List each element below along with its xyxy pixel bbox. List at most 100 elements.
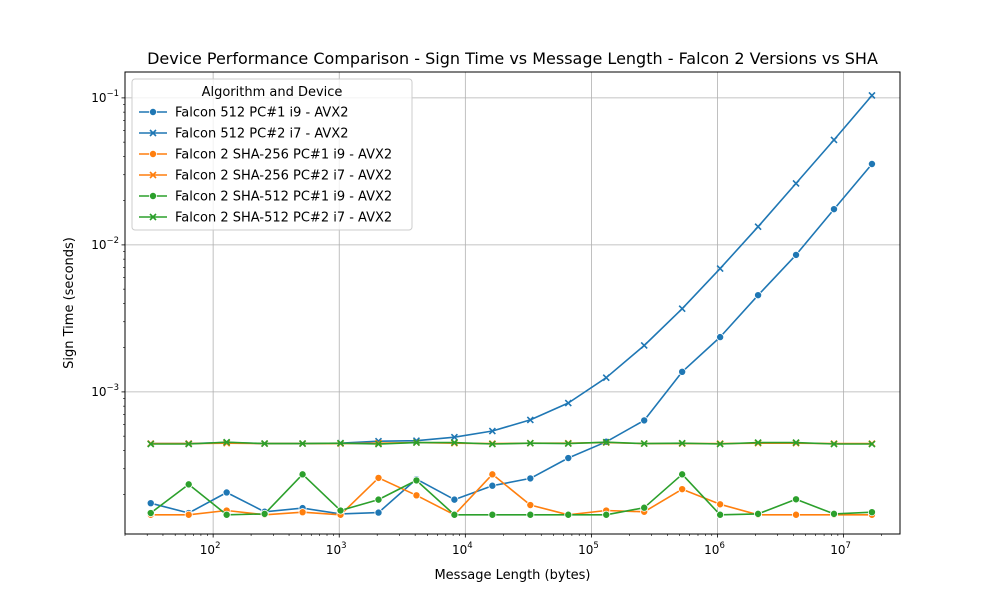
data-point — [374, 508, 383, 517]
series-layer — [146, 91, 876, 519]
data-point — [488, 427, 496, 435]
series-line — [150, 163, 873, 515]
legend-label: Falcon 512 PC#2 i7 - AVX2 — [175, 127, 348, 142]
data-point — [450, 510, 459, 519]
data-point — [792, 495, 801, 504]
data-point — [868, 440, 876, 448]
y-tick-label: 10−2 — [91, 236, 119, 252]
data-point — [299, 440, 307, 448]
x-axis-label: Message Length (bytes) — [434, 568, 590, 583]
data-point — [298, 470, 307, 479]
data-point — [716, 500, 725, 509]
data-point — [374, 473, 383, 482]
data-point — [222, 510, 231, 519]
data-point — [640, 341, 648, 350]
data-point — [488, 470, 497, 479]
data-point — [678, 367, 687, 376]
data-point — [336, 439, 345, 447]
data-point — [564, 454, 573, 463]
data-point — [374, 440, 383, 448]
legend-item: Falcon 2 SHA-512 PC#1 i9 - AVX2 — [139, 190, 392, 205]
data-point — [260, 509, 269, 518]
legend-label: Falcon 512 PC#1 i9 - AVX2 — [175, 106, 348, 121]
legend-label: Falcon 2 SHA-256 PC#1 i9 - AVX2 — [175, 148, 392, 163]
data-point — [412, 439, 421, 447]
plot-frame — [124, 71, 901, 535]
data-point — [526, 501, 535, 510]
data-point — [678, 305, 686, 313]
data-point — [184, 480, 193, 489]
series-6 — [147, 438, 876, 448]
x-tick-label: 105 — [578, 541, 599, 557]
x-tick-label: 102 — [200, 541, 221, 557]
data-point — [488, 481, 497, 490]
data-point — [526, 474, 535, 483]
x-tick-label: 104 — [452, 541, 473, 557]
data-point — [488, 510, 497, 519]
data-point — [716, 510, 725, 519]
legend-item: Falcon 2 SHA-256 PC#2 i7 - AVX2 — [139, 169, 392, 184]
data-point — [792, 439, 800, 447]
data-point — [716, 333, 725, 342]
series-line — [150, 441, 872, 445]
data-point — [146, 509, 155, 518]
axes: 102 103 104 105 106 107 10−3 10−2 10−1 — [91, 89, 882, 557]
chart-title: Device Performance Comparison - Sign Tim… — [147, 49, 878, 68]
data-point — [374, 495, 383, 504]
legend-label: Falcon 2 SHA-256 PC#2 i7 - AVX2 — [175, 169, 392, 184]
data-point — [678, 485, 687, 494]
legend-label: Falcon 2 SHA-512 PC#1 i9 - AVX2 — [175, 190, 392, 205]
legend-items: Falcon 512 PC#1 i9 - AVX2 Falcon 512 PC#2… — [139, 106, 392, 226]
data-point — [298, 508, 307, 517]
legend-item: Falcon 512 PC#2 i7 - AVX2 — [139, 127, 348, 142]
data-point — [450, 495, 459, 504]
x-tick-label: 107 — [830, 541, 851, 557]
series-line — [150, 473, 873, 516]
data-point — [602, 374, 610, 382]
data-point — [754, 439, 762, 447]
data-point — [564, 440, 572, 448]
data-point — [526, 439, 534, 447]
legend-label: Falcon 2 SHA-512 PC#2 i7 - AVX2 — [175, 211, 392, 226]
data-point — [564, 399, 572, 407]
data-point — [830, 440, 838, 448]
data-point — [223, 438, 231, 446]
data-point — [526, 416, 534, 424]
legend-marker — [149, 129, 157, 137]
data-point — [222, 488, 231, 497]
y-axis-label: Sign Time (seconds) — [62, 237, 77, 369]
data-point — [792, 179, 800, 187]
data-point — [792, 510, 801, 519]
data-point — [412, 491, 421, 500]
data-point — [185, 440, 193, 448]
series-5 — [146, 470, 876, 519]
data-point — [640, 503, 649, 512]
data-point — [829, 509, 838, 518]
data-point — [868, 91, 876, 99]
data-point — [336, 506, 345, 515]
legend-frame — [131, 78, 413, 231]
data-point — [867, 508, 876, 517]
data-point — [146, 499, 155, 508]
legend-marker — [148, 108, 157, 117]
data-point — [678, 470, 687, 479]
data-point — [792, 250, 801, 259]
y-tick-label: 10−3 — [91, 383, 119, 399]
data-point — [450, 433, 458, 441]
data-point — [829, 205, 838, 214]
legend: Algorithm and Device Falcon 512 PC#1 i9 … — [131, 78, 413, 231]
data-point — [867, 160, 876, 169]
data-point — [450, 439, 458, 447]
x-tick-label: 103 — [326, 541, 347, 557]
data-point — [184, 510, 193, 519]
data-point — [716, 440, 724, 448]
data-point — [147, 440, 155, 448]
data-point — [640, 416, 649, 425]
legend-marker — [149, 213, 157, 221]
legend-title: Algorithm and Device — [202, 85, 343, 100]
data-point — [564, 510, 573, 519]
data-point — [640, 440, 648, 448]
y-tick-label: 10−1 — [91, 89, 119, 105]
